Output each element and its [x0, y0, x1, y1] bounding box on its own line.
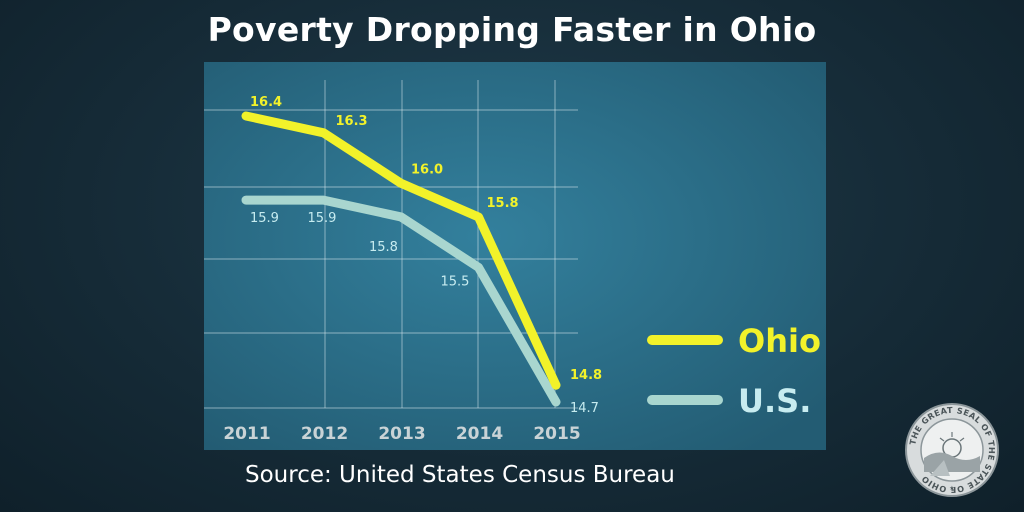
legend-label-ohio: Ohio [738, 322, 821, 360]
x-tick-label: 2012 [301, 424, 348, 444]
x-tick-label: 2013 [378, 424, 425, 444]
series-line-ohio [241, 111, 561, 390]
data-label-ohio: 16.4 [250, 95, 282, 110]
data-label-us: 15.8 [369, 240, 398, 255]
data-label-us: 15.9 [308, 211, 337, 226]
source-note: Source: United States Census Bureau [245, 462, 675, 488]
chart-title: Poverty Dropping Faster in Ohio [207, 10, 817, 49]
data-label-ohio: 16.0 [411, 162, 443, 177]
data-label-ohio: 16.3 [336, 114, 368, 129]
legend-label-us: U.S. [738, 382, 811, 420]
ohio-seal-logo: THE GREAT SEAL OF THE STATE OF OHIO ★ [905, 403, 999, 497]
chart-legend: Ohio U.S. [647, 322, 821, 420]
chart-panel [204, 62, 826, 450]
series-line-us [241, 195, 561, 407]
x-tick-label: 2014 [456, 424, 503, 444]
data-label-us: 15.5 [441, 274, 470, 289]
svg-text:★: ★ [949, 485, 954, 492]
chart-labels: 16.4 16.3 16.0 15.8 14.8 15.9 15.9 15.8 15.5 14.7 [250, 95, 602, 416]
chart-lines [241, 111, 561, 407]
data-label-us: 14.7 [570, 401, 599, 416]
data-label-ohio: 14.8 [570, 368, 602, 383]
x-tick-label: 2011 [223, 424, 270, 444]
data-label-ohio: 15.8 [487, 196, 519, 211]
data-label-us: 15.9 [250, 211, 279, 226]
x-tick-label: 2015 [533, 424, 580, 444]
x-axis-ticks: 2011 2012 2013 2014 2015 [223, 424, 580, 444]
